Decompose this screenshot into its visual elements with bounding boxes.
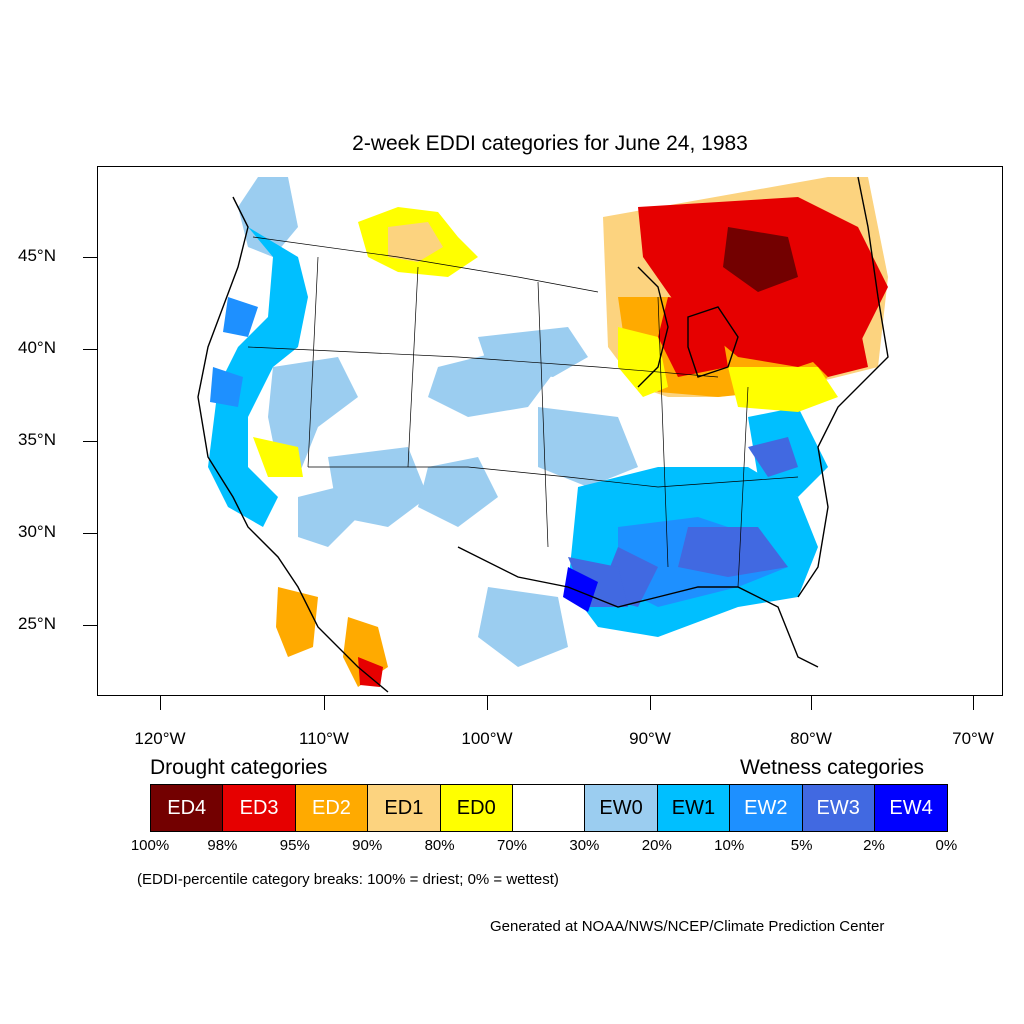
legend-break-label: 30% xyxy=(569,837,600,854)
lon-tick-120 xyxy=(160,696,161,710)
legend-break-label: 100% xyxy=(130,837,170,854)
drought-categories-heading: Drought categories xyxy=(150,756,328,779)
legend-box-ed3: ED3 xyxy=(223,785,296,831)
legend-break-label: 90% xyxy=(352,837,383,854)
category-note: (EDDI-percentile category breaks: 100% =… xyxy=(137,871,559,888)
legend-break-label: 20% xyxy=(641,837,672,854)
lon-label-120: 120°W xyxy=(134,729,186,748)
lat-label-35: 35°N xyxy=(18,430,56,449)
lat-tick-45 xyxy=(83,257,97,258)
wetness-categories-heading: Wetness categories xyxy=(740,756,925,779)
legend-box-ew2: EW2 xyxy=(730,785,803,831)
legend-break-label: 95% xyxy=(279,837,310,854)
lon-tick-80 xyxy=(811,696,812,710)
legend-break-label: 10% xyxy=(714,837,745,854)
legend-box-ed1: ED1 xyxy=(368,785,441,831)
legend-box-ew3: EW3 xyxy=(802,785,875,831)
legend-box-ew0: EW0 xyxy=(585,785,658,831)
legend-box-ew4: EW4 xyxy=(874,785,948,831)
lon-label-110: 110°W xyxy=(299,729,349,748)
lat-label-45: 45°N xyxy=(18,246,56,265)
legend-break-label: 98% xyxy=(207,837,238,854)
lat-label-40: 40°N xyxy=(18,338,56,357)
legend-box-ed2: ED2 xyxy=(295,785,369,831)
map-title: 2-week EDDI categories for June 24, 1983 xyxy=(352,132,748,155)
credit-line: Generated at NOAA/NWS/NCEP/Climate Predi… xyxy=(490,918,885,935)
lon-tick-100 xyxy=(487,696,488,710)
legend-box-ed4: ED4 xyxy=(151,785,224,831)
map-panel[interactable] xyxy=(97,166,1003,696)
legend-box-ew1: EW1 xyxy=(657,785,731,831)
legend-box-normal xyxy=(512,785,586,831)
legend-break-label: 0% xyxy=(935,837,958,854)
lon-label-100: 100°W xyxy=(461,729,513,748)
legend-break-label: 2% xyxy=(863,837,885,854)
lon-tick-90 xyxy=(650,696,651,710)
lon-label-70: 70°W xyxy=(952,729,994,748)
lat-label-25: 25°N xyxy=(18,614,56,633)
lon-label-90: 90°W xyxy=(629,729,671,748)
lat-tick-30 xyxy=(83,533,97,534)
lon-tick-110 xyxy=(324,696,325,710)
lat-tick-35 xyxy=(83,441,97,442)
lat-tick-40 xyxy=(83,349,97,350)
lon-tick-70 xyxy=(973,696,974,710)
lat-tick-25 xyxy=(83,625,97,626)
legend-break-label: 80% xyxy=(424,837,455,854)
lat-label-30: 30°N xyxy=(18,522,56,541)
legend-break-label: 5% xyxy=(790,837,813,854)
legend-box-ed0: ED0 xyxy=(440,785,513,831)
category-colorbar: ED4 ED3 ED2 ED1 ED0 EW0 EW1 EW2 EW3 EW4 xyxy=(150,784,949,832)
eddi-map-graphic xyxy=(98,167,1002,695)
lon-label-80: 80°W xyxy=(790,729,832,748)
legend-break-label: 70% xyxy=(496,837,528,854)
